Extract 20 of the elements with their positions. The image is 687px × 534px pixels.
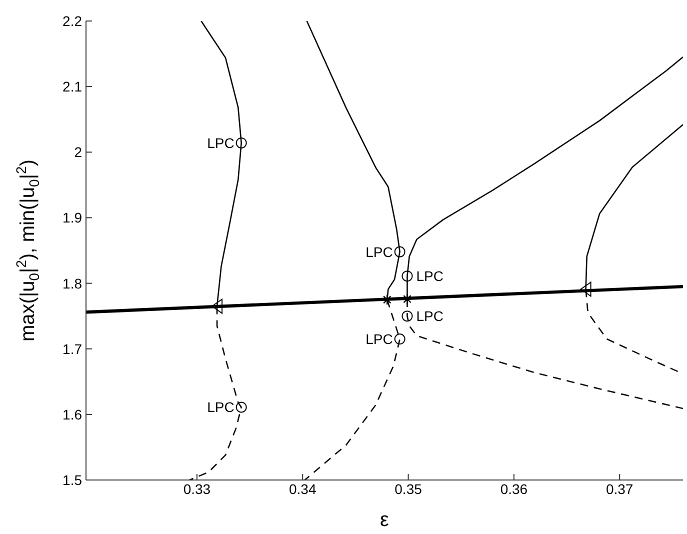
y-tick-label: 1.5 — [62, 472, 82, 488]
y-tick-label: 2.1 — [62, 78, 82, 95]
annotation: LPC — [366, 331, 393, 348]
x-tick-label: 0.34 — [288, 480, 316, 497]
annotation: LPC — [366, 244, 393, 260]
annotation: LPC — [416, 268, 444, 284]
x-tick-label: 0.37 — [606, 480, 634, 497]
annotation: LPC — [416, 308, 444, 324]
y-tick-label: 2.2 — [62, 12, 82, 29]
annotation: LPC — [207, 399, 234, 416]
y-tick-label: 1.8 — [62, 275, 82, 292]
x-tick-label: 0.36 — [500, 480, 528, 497]
y-tick-label: 1.9 — [62, 210, 82, 226]
x-axis-title: ε — [380, 509, 390, 531]
x-tick-label: 0.35 — [394, 480, 422, 497]
y-tick-label: 1.6 — [62, 406, 82, 422]
y-tick-label: 1.7 — [62, 340, 82, 357]
y-tick-label: 2 — [74, 144, 82, 160]
annotation: LPC — [207, 134, 234, 151]
x-tick-label: 0.33 — [183, 480, 211, 497]
